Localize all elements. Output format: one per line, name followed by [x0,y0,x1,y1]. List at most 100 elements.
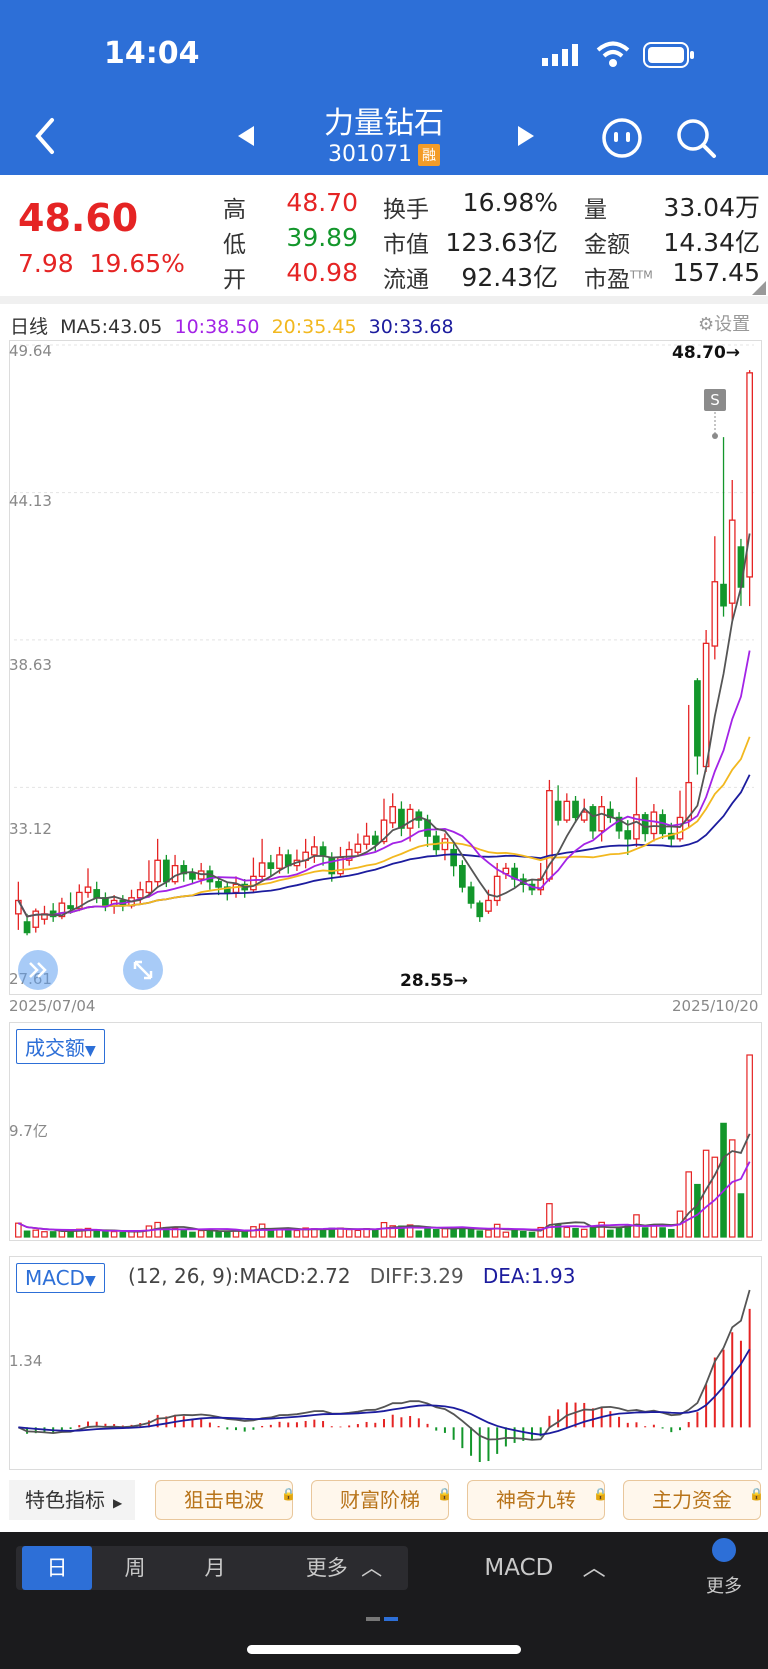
settings-button[interactable]: ⚙设置 [698,310,750,336]
candle-body [163,859,170,883]
volume-bar [580,1228,588,1238]
value-float: 92.43亿 [461,263,558,292]
macd-diff: DIFF:3.29 [369,1264,464,1288]
volume-bar [641,1227,649,1238]
volume-chart [15,1054,753,1238]
candle-body [232,883,240,894]
candle-body [23,921,31,934]
date-end: 2025/10/20 [672,997,759,1015]
robot-face-icon [602,118,642,158]
candle-body [641,814,649,835]
ma10-line [17,650,751,918]
indicator-pill-4[interactable]: 主力资金 🔒 [623,1480,764,1520]
candle-body [589,806,597,832]
volume-bar [415,1230,423,1238]
candle-body [171,864,179,883]
date-start: 2025/07/04 [9,997,96,1015]
macd-params: (12, 26, 9):MACD:2.72 [128,1264,351,1288]
value-pe: 157.45 [672,258,760,287]
expand-corner-icon[interactable] [752,280,766,295]
ytick-2: 44.13 [9,492,52,510]
volume-indicator-select[interactable]: 成交额▼ [16,1029,105,1064]
volume-bar [241,1230,249,1238]
candle-body [406,808,414,829]
volume-bar [528,1231,536,1238]
scroll-left-button[interactable] [18,950,58,990]
ytick-3: 38.63 [9,656,52,674]
search-button[interactable] [674,116,718,160]
label-pe-text: 市盈 [584,267,630,293]
period-more-button[interactable]: 更多 ︿ [296,1546,392,1590]
candle-body [145,881,153,894]
macd-ytick: 1.34 [9,1352,43,1370]
ytick-1: 49.64 [9,342,52,360]
candle-body [250,875,257,891]
indicator-switch-button[interactable]: MACD ︿ [460,1546,630,1590]
label-open: 开 [223,267,246,293]
kline-panel[interactable] [9,340,762,995]
volume-bar [41,1231,48,1238]
candle-body [319,846,327,856]
battery-icon [643,42,695,68]
volume-bar [189,1231,196,1238]
macd-indicator-select[interactable]: MACD▼ [16,1263,105,1293]
indicator-pill-3[interactable]: 神奇九转 🔒 [467,1480,608,1520]
next-stock-button[interactable] [516,124,536,148]
sell-signal-badge[interactable]: S [704,389,726,411]
volume-bar [685,1171,693,1238]
volume-bar [223,1230,231,1238]
tab-day[interactable]: 日 [22,1546,92,1590]
fullscreen-button[interactable] [123,950,163,990]
gear-icon: ⚙ [698,314,715,335]
candle-body [476,902,484,918]
macd-panel[interactable] [9,1256,762,1470]
signal-dot [712,433,718,439]
value-open: 40.98 [286,258,358,287]
candle-body [711,581,719,647]
candle-body [67,905,74,910]
ma10-value: 10:38.50 [174,316,260,338]
prev-stock-button[interactable] [236,124,256,148]
more-menu-button[interactable]: 更多 [696,1538,752,1608]
volume-bar [293,1229,301,1238]
candle-body [267,862,275,869]
ma-legend: 日线 MA5:43.05 10:38.50 20:35.45 30:33.68 [10,312,454,339]
featured-indicators-button[interactable]: 特色指标 ▶ [9,1480,135,1520]
volume-ma5-line [17,1133,751,1233]
tab-week[interactable]: 周 [124,1556,146,1580]
value-volume: 33.04万 [663,193,760,222]
ma20-line [17,736,751,918]
expand-arrows-icon [133,960,153,980]
indicator-pill-4-label: 主力资金 [652,1488,732,1512]
candle-body [563,800,571,821]
chevron-up-icon: ︿ [582,1555,606,1581]
candle-body [598,806,605,832]
candle-body [450,848,457,867]
price-change: 7.98 [18,249,74,278]
label-pe-ttm: TTM [630,268,653,282]
price-change-pct: 19.65% [89,249,185,278]
volume-bar [432,1229,440,1238]
back-button[interactable] [30,116,60,156]
candle-body [75,891,83,910]
volume-bar [49,1231,57,1238]
volume-bar [537,1226,545,1238]
volume-bar [119,1231,127,1238]
volume-bar [720,1122,727,1238]
candle-body [676,816,684,840]
volume-panel[interactable] [9,1022,762,1241]
candle-body [728,519,736,604]
indicator-pill-2[interactable]: 财富阶梯 🔒 [311,1480,452,1520]
tab-month[interactable]: 月 [204,1556,226,1580]
volume-ma10-line [17,1161,751,1232]
assistant-button[interactable] [600,116,644,160]
label-high: 高 [223,197,246,223]
volume-bar [302,1227,309,1238]
label-mktcap: 市值 [383,232,429,258]
volume-bar [284,1229,292,1238]
volume-bar [15,1222,22,1238]
volume-bar [476,1230,484,1238]
volume-bar [598,1221,605,1238]
status-time: 14:04 [104,36,200,71]
indicator-pill-1[interactable]: 狙击电波 🔒 [155,1480,296,1520]
